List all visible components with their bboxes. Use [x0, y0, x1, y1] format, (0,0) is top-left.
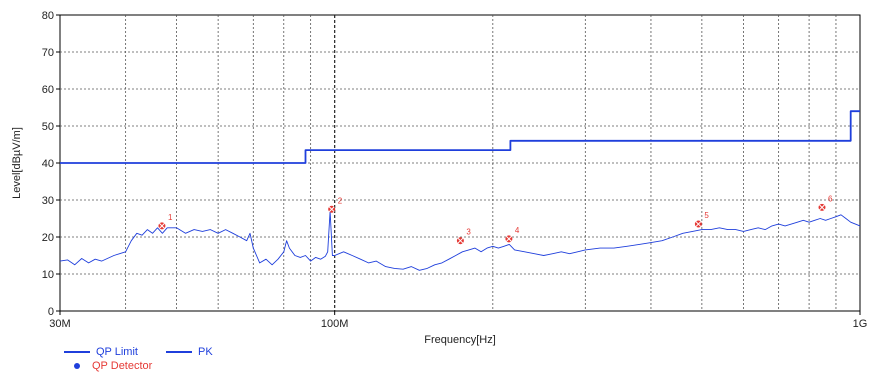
y-tick-label: 70 — [42, 47, 54, 59]
qp-marker-label: 2 — [338, 196, 343, 205]
legend-label-pk: PK — [197, 346, 213, 358]
y-tick-label: 10 — [42, 269, 54, 281]
series-layer — [59, 110, 861, 271]
qp-marker-label: 1 — [168, 213, 173, 222]
x-axis-ticks: 30M 100M 1G — [49, 311, 867, 330]
y-axis-ticks: 0 10 20 30 40 50 60 70 80 — [42, 10, 60, 318]
qp-marker-cross — [159, 223, 165, 229]
legend: QP Limit PK QP Detector — [64, 345, 241, 373]
qp-marker-cross — [506, 235, 512, 242]
legend-label-qp-detector: QP Detector — [92, 360, 153, 372]
y-tick-label: 50 — [42, 121, 54, 133]
qp-marker-label: 5 — [704, 211, 709, 220]
y-tick-label: 60 — [42, 84, 54, 96]
legend-dot-swatch — [74, 363, 80, 369]
qp-marker-label: 3 — [466, 228, 471, 237]
x-tick-label: 30M — [49, 318, 70, 330]
legend-label-qp-limit: QP Limit — [96, 346, 138, 358]
y-tick-label: 40 — [42, 158, 54, 170]
qp-marker-cross — [695, 221, 702, 227]
x-tick-label: 100M — [321, 318, 349, 330]
qp-marker-cross — [457, 237, 464, 244]
y-tick-label: 0 — [48, 306, 54, 318]
pk-trace — [59, 210, 861, 271]
y-axis-title: Level[dBµV/m] — [11, 127, 23, 199]
legend-item-qp-detector: QP Detector — [64, 360, 152, 372]
y-tick-label: 20 — [42, 232, 54, 244]
qp-marker-cross — [328, 206, 335, 213]
x-tick-label: 1G — [853, 318, 868, 330]
y-tick-label: 80 — [42, 10, 54, 22]
x-axis-title: Frequency[Hz] — [424, 334, 496, 346]
y-tick-label: 30 — [42, 195, 54, 207]
qp-detector-markers: 1 2 3 4 5 6 — [158, 194, 833, 245]
legend-line-swatch — [64, 351, 90, 353]
qp-marker-cross — [819, 204, 825, 211]
legend-line-swatch — [165, 351, 192, 353]
qp-marker-label: 4 — [515, 226, 520, 235]
legend-item-qp-limit: QP Limit — [64, 346, 138, 358]
legend-item-pk: PK — [165, 346, 213, 358]
qp-limit-line — [60, 110, 860, 164]
qp-marker-label: 6 — [828, 194, 833, 203]
